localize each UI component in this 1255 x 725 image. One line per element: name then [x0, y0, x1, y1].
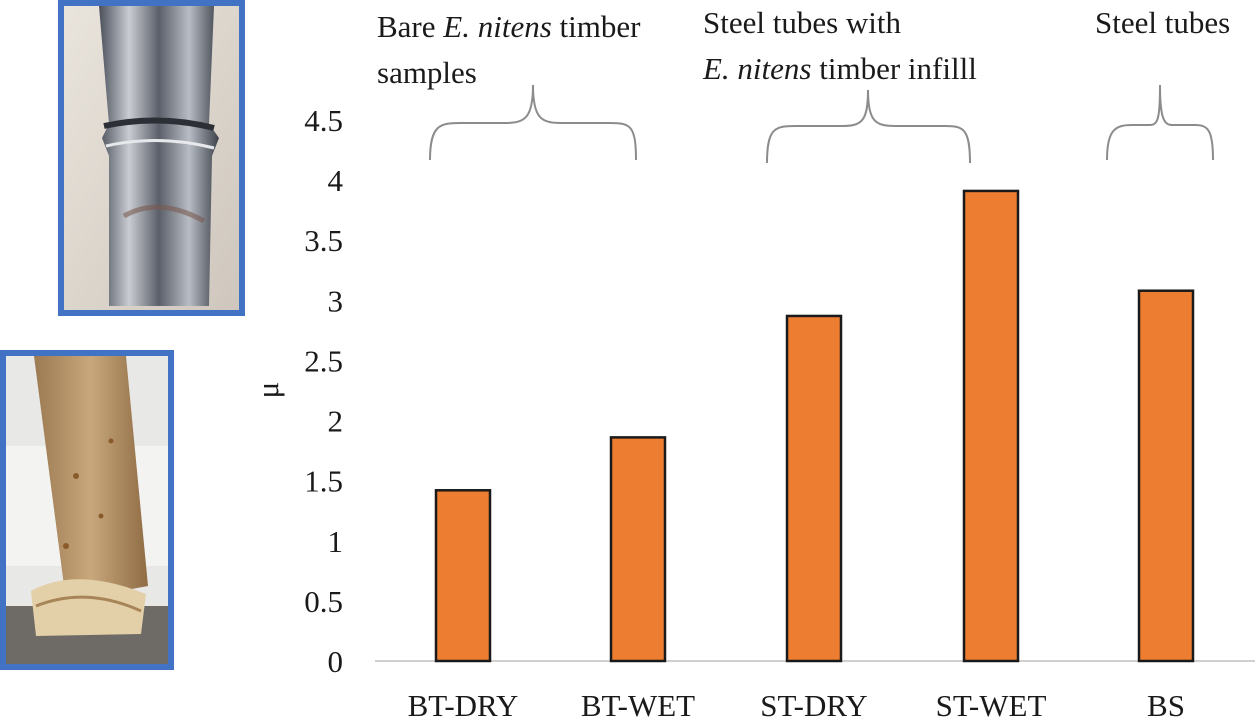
y-tick-label: 4.5 [304, 103, 343, 138]
y-tick-label: 4 [328, 163, 344, 198]
x-tick-label: BT-DRY [408, 688, 519, 723]
x-tick-label: BS [1147, 688, 1185, 723]
annotation-bare-timber: Bare E. nitens timber samples [377, 4, 640, 96]
y-axis-label: μ [250, 382, 285, 399]
y-tick-label: 3 [328, 283, 344, 318]
brace-steel-infill [766, 89, 971, 164]
y-tick-label: 2 [328, 404, 344, 439]
x-axis-ticks: BT-DRY BT-WET ST-DRY ST-WET BS [408, 688, 1185, 723]
annotation-bare-timber-post: timber [551, 9, 641, 44]
bar-bs [1137, 289, 1195, 663]
x-tick-label: BT-WET [581, 688, 695, 723]
annotation-steel-infill-species: E. nitens [703, 51, 812, 86]
bars-group [434, 189, 1195, 663]
y-tick-label: 2.5 [304, 343, 343, 378]
annotation-bare-timber-pre: Bare [377, 9, 444, 44]
steel-tube-photo [58, 0, 245, 316]
bar-st-dry [785, 314, 843, 663]
y-tick-label: 1 [328, 524, 344, 559]
annotation-steel-infill: Steel tubes with E. nitens timber infill… [703, 0, 977, 92]
timber-sample-photo [0, 350, 174, 670]
bar-st-wet [962, 189, 1020, 663]
y-axis-ticks: 0 0.5 1 1.5 2 2.5 3 3.5 4 4.5 [304, 103, 343, 679]
annotation-bare-timber-line2: samples [377, 55, 477, 90]
annotation-bare-timber-species: E. nitens [443, 9, 552, 44]
y-tick-label: 3.5 [304, 223, 343, 258]
y-tick-label: 0.5 [304, 584, 343, 619]
steel-tube-illustration [64, 6, 239, 310]
bar-bt-wet [609, 436, 667, 663]
timber-sample-illustration [6, 356, 168, 664]
x-tick-label: ST-WET [936, 688, 1047, 723]
annotation-steel-tubes: Steel tubes [1095, 0, 1230, 46]
y-tick-label: 1.5 [304, 464, 343, 499]
x-tick-label: ST-DRY [760, 688, 867, 723]
y-tick-label: 0 [328, 644, 344, 679]
brace-steel-tubes [1106, 84, 1214, 161]
brace-bare-timber [429, 84, 637, 161]
annotation-steel-infill-pre: Steel tubes with [703, 5, 902, 40]
annotation-steel-infill-post: timber infilll [811, 51, 977, 86]
annotation-steel-tubes-pre: Steel tubes [1095, 5, 1231, 40]
bar-bt-dry [434, 489, 492, 663]
